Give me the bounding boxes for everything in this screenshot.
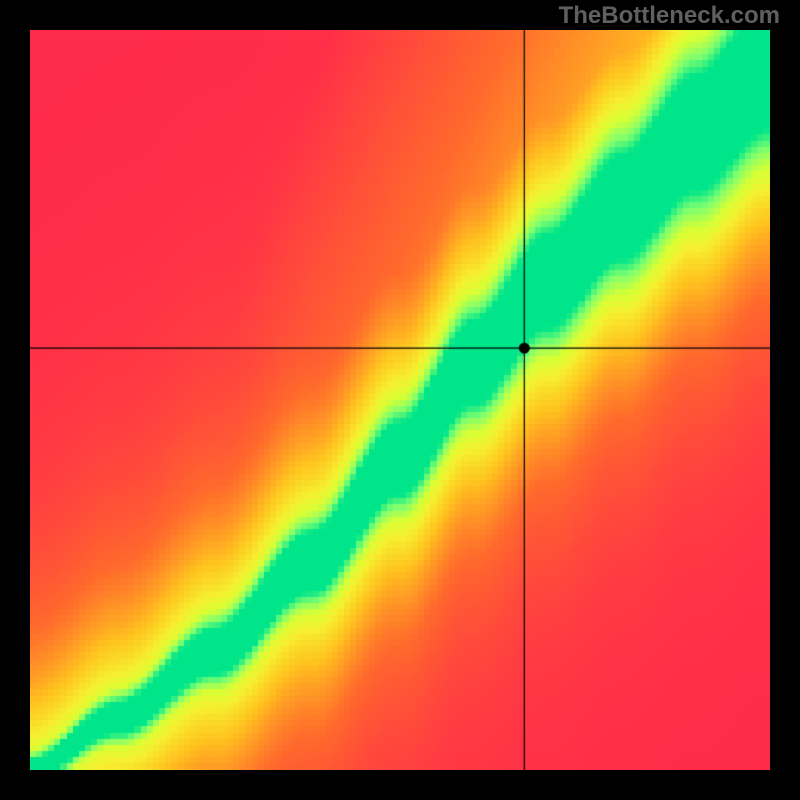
chart-container: TheBottleneck.com — [0, 0, 800, 800]
bottleneck-heatmap — [30, 30, 770, 770]
watermark-text: TheBottleneck.com — [559, 2, 780, 30]
